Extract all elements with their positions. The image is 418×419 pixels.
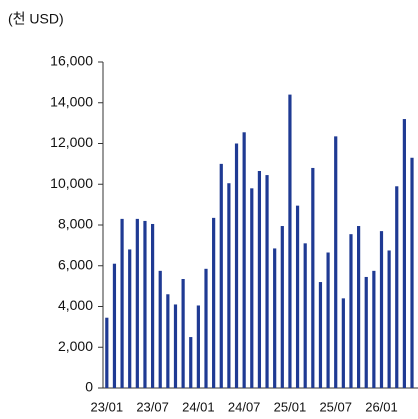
chart-title: (천 USD) bbox=[8, 11, 64, 27]
y-tick-label: 6,000 bbox=[58, 256, 93, 272]
x-tick-label: 25/01 bbox=[274, 399, 307, 414]
bar bbox=[105, 317, 109, 388]
y-tick-label: 12,000 bbox=[50, 134, 93, 150]
bar bbox=[212, 217, 216, 388]
bar bbox=[311, 167, 315, 388]
bar bbox=[349, 234, 353, 388]
bar bbox=[128, 249, 132, 388]
bar bbox=[334, 136, 338, 388]
bar bbox=[242, 132, 246, 388]
bar bbox=[234, 143, 239, 388]
bar bbox=[288, 94, 292, 388]
bar bbox=[387, 250, 391, 388]
bar bbox=[150, 223, 155, 388]
bar bbox=[189, 337, 193, 388]
bar bbox=[372, 270, 376, 388]
y-tick-label: 14,000 bbox=[50, 93, 93, 109]
bar bbox=[295, 205, 300, 388]
bar bbox=[173, 304, 178, 388]
bar bbox=[410, 157, 414, 388]
y-tick-label: 0 bbox=[85, 379, 93, 395]
y-tick-label: 4,000 bbox=[58, 297, 93, 313]
bar bbox=[120, 218, 124, 388]
y-tick-label: 2,000 bbox=[58, 338, 93, 354]
bar bbox=[158, 270, 162, 388]
bar bbox=[402, 119, 406, 389]
x-tick-label: 24/01 bbox=[182, 399, 215, 414]
bar bbox=[143, 220, 147, 388]
bar bbox=[379, 231, 384, 388]
y-tick-label: 8,000 bbox=[58, 216, 93, 232]
bar bbox=[250, 188, 254, 388]
bar bbox=[257, 171, 262, 388]
x-tick-label: 24/07 bbox=[228, 399, 261, 414]
x-tick-label: 23/01 bbox=[91, 399, 124, 414]
bar bbox=[318, 282, 323, 388]
bar bbox=[341, 298, 345, 388]
bar bbox=[181, 278, 185, 388]
bar bbox=[357, 226, 361, 388]
bar bbox=[265, 175, 269, 388]
bar bbox=[273, 248, 277, 388]
y-tick-label: 16,000 bbox=[50, 53, 93, 69]
bar bbox=[303, 243, 307, 388]
bar bbox=[204, 268, 208, 388]
bar bbox=[166, 294, 170, 388]
bar bbox=[219, 163, 223, 388]
bar bbox=[326, 252, 330, 388]
x-tick-label: 25/07 bbox=[319, 399, 352, 414]
bar bbox=[227, 183, 231, 388]
bar bbox=[280, 226, 284, 388]
bar bbox=[395, 186, 399, 388]
bar bbox=[135, 218, 139, 388]
x-tick-label: 26/01 bbox=[365, 399, 398, 414]
bar bbox=[112, 263, 117, 388]
bar bbox=[364, 276, 368, 388]
y-tick-label: 10,000 bbox=[50, 175, 93, 191]
x-tick-label: 23/07 bbox=[136, 399, 169, 414]
bar bbox=[196, 305, 200, 388]
